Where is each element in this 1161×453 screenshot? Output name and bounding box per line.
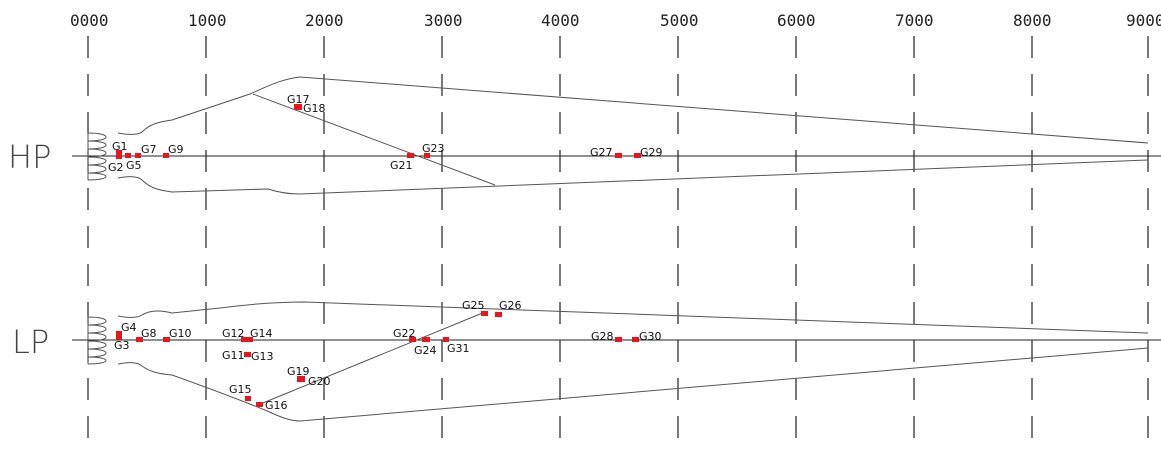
gauge-label-g14: G14 (250, 327, 273, 340)
lp-gauge-marker (241, 337, 253, 342)
gauge-label-g22: G22 (393, 327, 416, 340)
lp-gauge-marker (481, 311, 488, 316)
gauge-label-g17: G17 (287, 93, 310, 106)
gauge-label-g28: G28 (591, 330, 614, 343)
hp-inlet-vanes (87, 132, 107, 181)
hp-gauge-marker (125, 153, 131, 158)
gauge-label-g18: G18 (303, 102, 326, 115)
lp-gauge-marker (116, 331, 122, 340)
tick-label-4000: 4000 (541, 11, 580, 30)
gauge-label-g7: G7 (141, 143, 157, 156)
lp-gauge-marker (256, 402, 263, 407)
lp-gauge-marker (443, 337, 449, 342)
gauge-label-g5: G5 (126, 159, 142, 172)
lp-gauge-marker (245, 396, 251, 401)
tick-label-5000: 5000 (660, 11, 699, 30)
tick-label-2000: 2000 (305, 11, 344, 30)
lp-gauge-marker (615, 337, 622, 342)
gauge-label-g21: G21 (390, 159, 413, 172)
gauge-label-g4: G4 (121, 321, 137, 334)
hp-gauge-marker (135, 153, 141, 158)
lp-gauge-marker (136, 337, 143, 342)
lp-gauge-marker (632, 337, 639, 342)
tick-label-0000: 0000 (70, 11, 109, 30)
axis-tick-labels: 0000 1000 2000 3000 4000 5000 6000 7000 … (70, 11, 1161, 30)
lp-gauge-marker (422, 337, 430, 342)
tick-label-9000: 9000 (1126, 11, 1161, 30)
hp-outline (87, 76, 1149, 195)
gauge-label-g26: G26 (499, 299, 522, 312)
gauge-label-g25: G25 (462, 299, 485, 312)
gauge-label-g9: G9 (168, 143, 184, 156)
gauge-label-g12: G12 (222, 327, 245, 340)
lp-inlet-vanes (87, 316, 107, 365)
lp-gauge-marker (244, 352, 251, 357)
hp-gauge-marker (294, 104, 302, 110)
hp-gauge-marker (634, 153, 641, 158)
lp-diagonal-line (257, 311, 486, 406)
station-gridlines (87, 36, 1149, 453)
hp-gauge-marker (407, 153, 414, 158)
lp-gauge-marker (409, 337, 416, 342)
lp-gauge-labels: G4 G3 G8 G10 G12 G14 G11 G13 G19 G20 G15… (114, 299, 662, 412)
gauge-label-g27: G27 (590, 146, 613, 159)
gauge-label-g13: G13 (251, 350, 274, 363)
tick-label-6000: 6000 (777, 11, 816, 30)
hp-gauge-marker (615, 153, 622, 158)
hp-diagonal-line (252, 93, 496, 186)
hp-gauge-marker (163, 153, 169, 158)
lp-row-label: LP (12, 323, 49, 361)
gauge-label-g10: G10 (169, 327, 192, 340)
gauge-label-g1: G1 (112, 140, 128, 153)
lp-gauge-marker (163, 337, 170, 342)
gauge-label-g30: G30 (639, 330, 662, 343)
gauge-label-g11: G11 (222, 349, 245, 362)
hp-gauge-marker (116, 150, 122, 159)
lp-outline-lower (117, 347, 1149, 422)
gauge-label-g20: G20 (308, 375, 331, 388)
hp-row-label: HP (8, 138, 51, 176)
gauge-label-g2: G2 (108, 161, 124, 174)
gauge-label-g23: G23 (422, 142, 445, 155)
tick-label-7000: 7000 (895, 11, 934, 30)
tick-label-3000: 3000 (424, 11, 463, 30)
lp-outline-upper (117, 301, 1149, 334)
lp-gauge-marker (297, 376, 305, 382)
hp-gauge-markers (116, 104, 641, 159)
gauge-label-g8: G8 (141, 327, 157, 340)
gauge-label-g16: G16 (265, 399, 288, 412)
lp-outline (87, 301, 1149, 422)
lp-gauge-marker (495, 312, 502, 317)
gauge-label-g31: G31 (447, 342, 470, 355)
lp-gauge-markers (116, 311, 639, 407)
gauge-label-g3: G3 (114, 339, 130, 352)
gauge-label-g29: G29 (640, 146, 663, 159)
hp-outline-lower (117, 159, 1149, 195)
hp-gauge-labels: G1 G2 G5 G7 G9 G17 G18 G21 G23 G27 G29 (108, 93, 663, 174)
hp-outline-upper (117, 76, 1149, 144)
gauge-label-g15: G15 (229, 383, 252, 396)
tick-label-1000: 1000 (188, 11, 227, 30)
gauge-label-g19: G19 (287, 365, 310, 378)
gauge-label-g24: G24 (414, 344, 437, 357)
tick-label-8000: 8000 (1013, 11, 1052, 30)
hp-gauge-marker (424, 153, 430, 158)
